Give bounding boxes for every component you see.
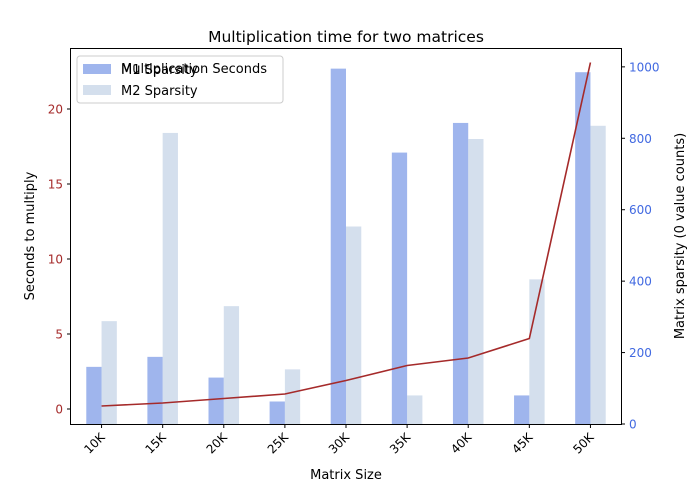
x-tick-label: 50K bbox=[570, 429, 597, 456]
bar-m1-30K bbox=[330, 68, 346, 425]
left-tick-label: 0 bbox=[55, 403, 63, 417]
bar-m2-40K bbox=[468, 139, 484, 424]
x-tick-label: 35K bbox=[387, 429, 414, 456]
legend-swatch bbox=[83, 85, 111, 95]
bar-m2-20K bbox=[223, 306, 240, 424]
bar-m2-30K bbox=[346, 226, 362, 424]
right-tick-label: 800 bbox=[629, 132, 652, 146]
bar-m2-15K bbox=[162, 132, 178, 424]
y-axis-label-right: Matrix sparsity (0 value counts) bbox=[673, 133, 688, 339]
left-tick-label: 5 bbox=[55, 328, 63, 342]
bar-m1-10K bbox=[86, 366, 102, 424]
x-tick-label: 30K bbox=[326, 429, 353, 456]
legend-swatch bbox=[83, 64, 111, 74]
bar-m1-50K bbox=[575, 72, 591, 424]
bar-m1-25K bbox=[269, 401, 285, 424]
line-multiplication-seconds bbox=[101, 62, 592, 407]
legend-label: M2 Sparsity bbox=[121, 84, 198, 99]
bar-m1-20K bbox=[208, 377, 224, 424]
legend-box bbox=[76, 55, 284, 104]
right-tick-label: 400 bbox=[629, 275, 652, 289]
right-tick-label: 0 bbox=[629, 418, 637, 432]
x-tick-label: 15K bbox=[143, 429, 170, 456]
left-tick-label: 10 bbox=[48, 253, 63, 267]
bar-m2-35K bbox=[407, 395, 423, 424]
x-tick-label: 40K bbox=[448, 429, 475, 456]
left-tick-label: 15 bbox=[48, 178, 63, 192]
bar-m1-15K bbox=[147, 356, 163, 424]
bar-m2-25K bbox=[284, 369, 301, 424]
bar-m2-10K bbox=[101, 321, 117, 424]
bar-m2-45K bbox=[529, 279, 545, 424]
legend-hidden-label: Multiplication Seconds bbox=[121, 62, 267, 77]
left-tick-label: 20 bbox=[48, 103, 63, 117]
bar-m1-40K bbox=[452, 122, 469, 424]
bar-m2-50K bbox=[590, 125, 606, 425]
bar-m1-45K bbox=[514, 395, 530, 424]
y-axis-label-left: Seconds to multiply bbox=[23, 171, 38, 300]
x-tick-label: 20K bbox=[204, 429, 231, 456]
right-tick-label: 1000 bbox=[629, 60, 660, 74]
x-tick-label: 45K bbox=[509, 429, 536, 456]
x-tick-label: 25K bbox=[265, 429, 292, 456]
x-axis-label: Matrix Size bbox=[310, 468, 382, 483]
chart-title: Multiplication time for two matrices bbox=[208, 28, 484, 46]
right-tick-label: 600 bbox=[629, 203, 652, 217]
legend-label: M1 Sparsity bbox=[121, 63, 198, 78]
right-tick-label: 200 bbox=[629, 346, 652, 360]
bar-m1-35K bbox=[391, 152, 408, 425]
x-tick-label: 10K bbox=[81, 429, 108, 456]
